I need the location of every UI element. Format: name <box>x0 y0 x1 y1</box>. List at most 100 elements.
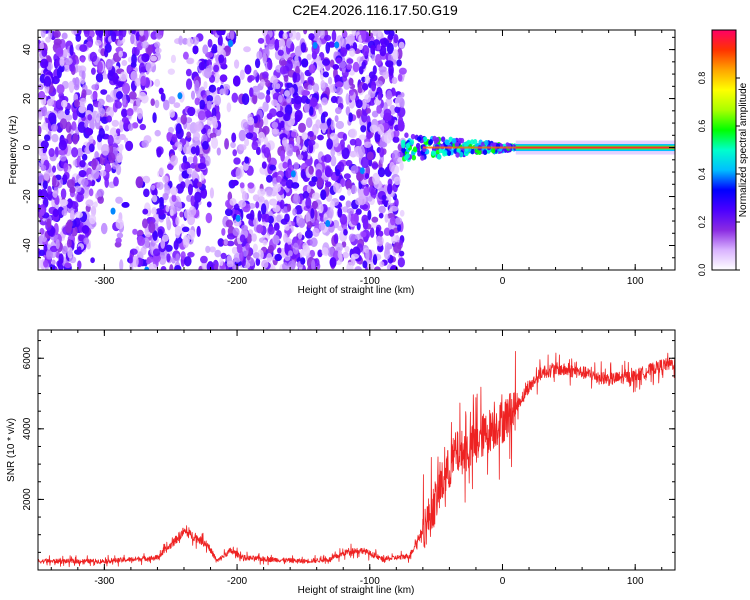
noise-cell <box>176 117 182 124</box>
noise-cell <box>126 108 134 117</box>
noise-cell <box>192 169 198 181</box>
noise-cell <box>239 234 246 243</box>
y-tick-label: 2000 <box>22 488 33 511</box>
colorbar-tick-label: 0.6 <box>697 120 707 133</box>
noise-cell <box>351 253 359 260</box>
noise-cell <box>371 54 376 61</box>
noise-cell <box>319 122 328 130</box>
noise-cell <box>393 242 402 254</box>
noise-cell <box>102 73 109 80</box>
tone-cell <box>436 153 442 160</box>
noise-cell <box>238 144 247 151</box>
noise-cell <box>244 138 250 147</box>
noise-cell <box>244 64 252 75</box>
noise-cell <box>55 99 64 110</box>
noise-cell <box>302 191 310 199</box>
snr-frame <box>37 329 676 571</box>
noise-cell <box>100 89 108 95</box>
noise-cell <box>369 227 375 238</box>
noise-cell <box>166 253 171 263</box>
noise-cell <box>331 30 337 43</box>
noise-cell <box>399 209 405 217</box>
noise-cell <box>252 93 258 105</box>
noise-cell <box>47 185 52 195</box>
noise-cell <box>349 138 357 146</box>
noise-cell <box>309 97 318 108</box>
noise-cell <box>312 227 320 237</box>
noise-cell <box>280 120 285 129</box>
noise-cell <box>386 89 393 100</box>
noise-cell <box>296 135 301 146</box>
noise-cell <box>320 79 326 89</box>
noise-cell <box>312 83 320 93</box>
noise-cell <box>81 70 86 80</box>
noise-cell <box>318 106 323 115</box>
noise-cell <box>170 54 177 64</box>
noise-cell <box>233 203 240 211</box>
noise-cell <box>132 228 138 235</box>
noise-cell <box>286 95 292 103</box>
noise-cell <box>317 134 324 141</box>
noise-cell <box>301 58 309 68</box>
noise-cell <box>238 200 247 208</box>
noise-cell <box>169 264 174 270</box>
y-tick-label: -20 <box>22 189 33 204</box>
tone-cell <box>491 147 496 154</box>
noise-cell <box>394 217 403 225</box>
noise-cell <box>361 45 370 57</box>
noise-cell <box>261 259 269 269</box>
noise-cell <box>247 74 256 82</box>
noise-cell <box>202 44 209 55</box>
noise-cell <box>51 133 59 143</box>
noise-cell <box>115 91 124 100</box>
x-tick-label: -200 <box>227 576 247 587</box>
noise-cell <box>219 74 228 82</box>
noise-cell <box>397 74 403 82</box>
noise-cell <box>204 155 211 167</box>
noise-cell <box>241 224 248 232</box>
noise-cell <box>229 30 235 41</box>
noise-cell <box>356 108 363 117</box>
x-tick-label: -300 <box>94 276 114 287</box>
x-tick-label: 0 <box>500 276 506 287</box>
tone-cell <box>466 139 471 146</box>
noise-cell <box>309 106 314 116</box>
noise-cell <box>50 245 58 253</box>
noise-peak <box>290 170 296 178</box>
tone-band-core <box>515 146 675 149</box>
noise-cell <box>377 123 385 136</box>
noise-cell <box>175 123 182 134</box>
noise-cell <box>360 125 367 133</box>
noise-cell <box>131 53 137 66</box>
noise-cell <box>90 257 95 264</box>
noise-cell <box>158 167 165 177</box>
noise-cell <box>398 250 405 257</box>
noise-cell <box>396 94 403 103</box>
noise-cell <box>40 30 46 38</box>
noise-cell <box>190 195 195 207</box>
noise-cell <box>274 253 282 262</box>
noise-cell <box>350 184 358 194</box>
noise-cell <box>160 265 167 270</box>
noise-cell <box>99 170 107 177</box>
noise-cell <box>393 34 399 44</box>
noise-cell <box>83 237 89 245</box>
noise-cell <box>43 170 50 181</box>
noise-cell <box>323 154 332 163</box>
noise-cell <box>98 30 103 39</box>
noise-cell <box>333 233 339 245</box>
noise-cell <box>66 179 75 189</box>
noise-cell <box>320 112 326 125</box>
noise-cell <box>204 109 212 118</box>
noise-cell <box>186 167 193 175</box>
noise-cell <box>38 189 43 197</box>
noise-cell <box>306 221 313 229</box>
noise-cell <box>350 165 359 174</box>
noise-cell <box>171 133 178 143</box>
noise-cell <box>379 146 385 158</box>
noise-cell <box>273 184 281 193</box>
noise-cell <box>104 124 110 132</box>
noise-cell <box>214 249 222 258</box>
noise-cell <box>367 195 373 202</box>
noise-cell <box>59 56 65 67</box>
